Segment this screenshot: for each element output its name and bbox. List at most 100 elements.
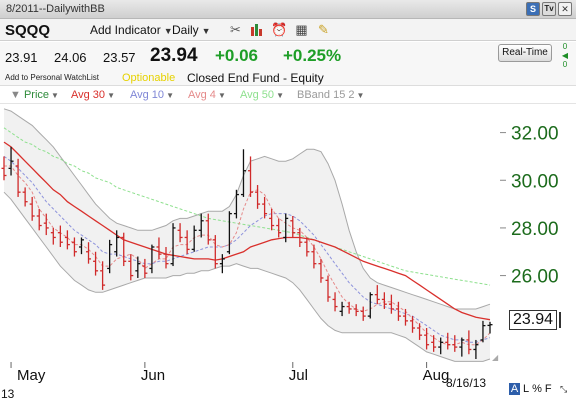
legend-avg4-label: Avg 4 — [188, 89, 216, 101]
price-bar — [212, 235, 218, 269]
realtime-arrow-icon: ◀ — [561, 51, 569, 60]
y-axis-tick-label: 26.00 — [511, 267, 559, 288]
price-bar — [339, 301, 345, 317]
price-bar — [410, 316, 416, 333]
price-bar — [191, 225, 197, 252]
realtime-side-top: 0 — [562, 42, 568, 51]
table-icon[interactable]: ▦ — [295, 22, 308, 37]
last-price: 23.94 — [150, 45, 198, 66]
legend-price[interactable]: ▼ Price ▼ — [10, 89, 59, 101]
price-bar — [156, 237, 162, 259]
price-bar — [8, 146, 14, 176]
legend-avg30[interactable]: Avg 30 ▼ — [71, 89, 115, 101]
high-price: 24.06 — [54, 50, 87, 65]
price-bar — [424, 328, 430, 350]
price-bar — [93, 251, 99, 276]
symbol-input[interactable]: SQQQ — [5, 22, 51, 39]
y-axis-tick-label: 28.00 — [511, 219, 559, 240]
price-bar — [240, 149, 246, 197]
legend-bband-label: BBand 15 2 — [297, 89, 355, 101]
price-bar — [57, 225, 63, 247]
chevron-down-icon: ▼ — [51, 91, 59, 100]
price-bar — [78, 237, 84, 255]
legend-bband[interactable]: BBand 15 2 ▼ — [297, 89, 364, 101]
scale-mode-fit[interactable]: F — [544, 383, 552, 395]
price-bar — [438, 337, 444, 355]
price-bar — [43, 213, 49, 236]
price-bar — [114, 230, 120, 257]
scale-mode-log[interactable]: L — [523, 383, 530, 395]
legend-price-label: Price — [23, 89, 50, 101]
price-bar — [297, 227, 303, 247]
price-bar — [480, 320, 486, 343]
x-axis-month-label: May — [17, 367, 46, 384]
x-axis-month-label: Jun — [141, 367, 165, 384]
price-bar — [170, 223, 176, 267]
chevron-down-icon: ▼ — [201, 26, 211, 36]
add-indicator-dropdown[interactable]: Add Indicator ▼ — [90, 23, 173, 37]
price-bar — [381, 292, 387, 309]
price-bar — [360, 306, 366, 321]
legend-avg4[interactable]: Avg 4 ▼ — [188, 89, 226, 101]
tv-icon[interactable]: Tv — [542, 2, 556, 16]
price-bar — [332, 292, 338, 312]
add-to-watchlist-link[interactable]: Add to Personal WatchList — [5, 73, 99, 82]
chevron-down-icon: ▼ — [217, 91, 226, 100]
chart-date: 8/16/13 — [446, 376, 487, 390]
y-axis-tick-label: 30.00 — [511, 171, 559, 192]
price-bar — [205, 213, 211, 245]
chevron-down-icon: ▼ — [10, 89, 21, 101]
indicator-legend: ▼ Price ▼ Avg 30 ▼ Avg 10 ▼ Avg 4 ▼ Avg 50 ▼ … — [0, 87, 576, 104]
title-bar-icons: S Tv ✕ — [526, 2, 572, 16]
price-bar — [417, 323, 423, 340]
price-change: +0.06 — [215, 46, 259, 65]
open-price: 23.91 — [5, 50, 38, 65]
resize-corner-icon[interactable]: ⤡ — [560, 384, 568, 394]
legend-avg10-label: Avg 10 — [130, 89, 165, 101]
chevron-down-icon: ▼ — [166, 91, 174, 100]
price-bar — [283, 213, 289, 243]
close-icon[interactable]: ✕ — [558, 2, 572, 16]
price-bar — [22, 187, 28, 207]
price-bar — [15, 158, 21, 197]
scale-mode-percent[interactable]: % — [532, 383, 542, 395]
price-bar — [276, 218, 282, 238]
legend-avg50[interactable]: Avg 50 ▼ — [240, 89, 284, 101]
price-bar — [100, 261, 106, 290]
period-label: Daily — [172, 23, 199, 37]
add-indicator-label: Add Indicator — [90, 23, 161, 37]
price-bar — [452, 335, 458, 352]
title-bar: 8/2011--DailywithBB S Tv ✕ — [0, 0, 576, 19]
realtime-button[interactable]: Real-Time — [498, 44, 552, 62]
period-dropdown[interactable]: Daily ▼ — [172, 23, 211, 37]
low-price: 23.57 — [103, 50, 136, 65]
price-bar — [233, 189, 239, 219]
price-bar — [64, 230, 70, 250]
price-bar — [107, 239, 113, 274]
price-bar — [86, 242, 92, 264]
bollinger-upper-line — [3, 108, 491, 310]
window-title: 8/2011--DailywithBB — [6, 3, 105, 15]
share-icon[interactable]: S — [526, 2, 540, 16]
legend-avg10[interactable]: Avg 10 ▼ — [130, 89, 174, 101]
price-bar — [128, 254, 134, 281]
scale-mode-auto[interactable]: A — [509, 383, 520, 395]
legend-avg30-label: Avg 30 — [71, 89, 106, 101]
price-bar — [445, 332, 451, 350]
x-axis-month-label: Jul — [289, 367, 308, 384]
price-bar — [36, 208, 42, 231]
price-bar — [1, 156, 7, 181]
price-bar — [374, 285, 380, 305]
alarm-clock-icon[interactable]: ⏰ — [271, 22, 288, 37]
avg30-line — [3, 141, 491, 321]
price-bar — [459, 337, 465, 357]
price-bar — [142, 258, 148, 278]
price-chart[interactable]: 32.00 30.00 28.00 26.00 May Jun Jul Aug — [0, 104, 576, 387]
notes-icon[interactable]: ✎ — [318, 22, 329, 37]
price-bar — [177, 223, 183, 243]
candlestick-icon[interactable] — [249, 21, 266, 38]
y-axis-tick-label: 32.00 — [511, 124, 559, 145]
tools-icon[interactable]: ✂ — [230, 22, 241, 37]
tool-icons: ✂ ⏰ ▦ ✎ — [227, 21, 332, 38]
